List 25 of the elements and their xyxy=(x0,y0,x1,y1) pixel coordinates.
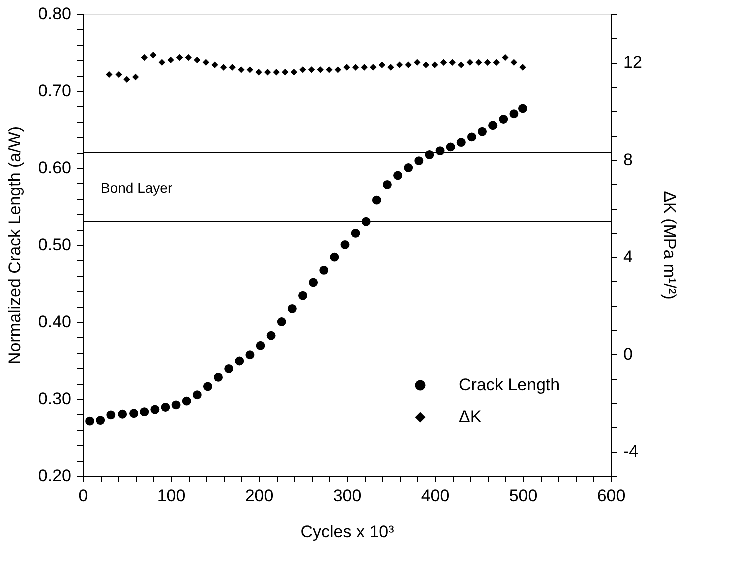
legend-label: Crack Length xyxy=(459,376,560,394)
y2-tick-label: 0 xyxy=(624,344,633,364)
y-tick-label: 0.30 xyxy=(38,390,72,408)
y-tick-label: 0.70 xyxy=(38,82,72,100)
annotation: Bond Layer xyxy=(101,180,173,196)
y-tick-label: 0.40 xyxy=(38,312,72,332)
x-tick-label: 600 xyxy=(597,486,626,506)
x-tick-label: 300 xyxy=(333,486,362,506)
y2-axis-title: ΔK (MPa m¹/²) xyxy=(660,191,680,300)
y2-tick-label: 12 xyxy=(624,53,642,72)
x-tick-label: 500 xyxy=(509,486,538,506)
y2-tick-label: -4 xyxy=(624,442,639,462)
y-tick-label: 0.80 xyxy=(38,4,72,24)
y-tick-label: 0.50 xyxy=(38,236,72,254)
x-axis-title: Cycles x 10³ xyxy=(300,522,395,542)
x-tick-label: 400 xyxy=(421,486,450,506)
x-tick-label: 0 xyxy=(78,486,88,506)
y-tick-label: 0.20 xyxy=(38,466,72,486)
y2-tick-label: 8 xyxy=(624,150,633,170)
x-tick-label: 100 xyxy=(157,486,186,506)
y-tick-label: 0.60 xyxy=(38,158,72,178)
legend-label: ΔK xyxy=(459,408,482,426)
y-axis-title: Normalized Crack Length (a/W) xyxy=(5,126,24,365)
x-tick-label: 200 xyxy=(245,486,274,506)
y2-tick-label: 4 xyxy=(624,248,633,267)
